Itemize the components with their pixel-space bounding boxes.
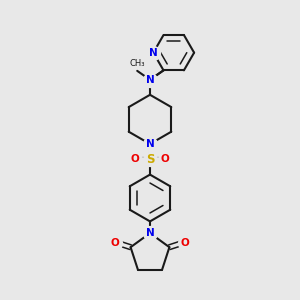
Text: O: O bbox=[160, 154, 169, 164]
Text: N: N bbox=[146, 228, 154, 238]
Text: O: O bbox=[130, 154, 140, 164]
Text: O: O bbox=[110, 238, 119, 248]
Text: S: S bbox=[146, 152, 154, 166]
Text: CH₃: CH₃ bbox=[130, 59, 145, 68]
Text: N: N bbox=[146, 139, 154, 149]
Text: N: N bbox=[149, 48, 158, 58]
Text: N: N bbox=[146, 75, 154, 85]
Text: O: O bbox=[181, 238, 190, 248]
